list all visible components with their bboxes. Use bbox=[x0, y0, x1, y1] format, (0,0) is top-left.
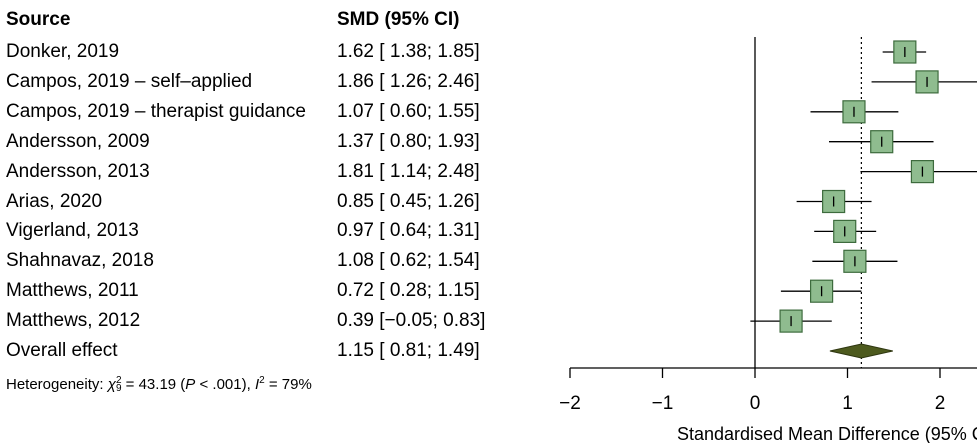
study-smd-ci: 0.39 [−0.05; 0.83] bbox=[337, 310, 486, 332]
overall-effect-diamond bbox=[829, 343, 893, 359]
p-value: < .001), bbox=[195, 376, 255, 393]
study-name: Donker, 2019 bbox=[6, 41, 120, 62]
study-smd-ci: 1.62 [ 1.38; 1.85] bbox=[337, 41, 480, 62]
study-name: Andersson, 2013 bbox=[6, 160, 150, 182]
study-name: Shahnavaz, 2018 bbox=[6, 250, 154, 272]
study-smd-ci: 1.81 [ 1.14; 2.48] bbox=[337, 160, 480, 182]
study-smd-ci: 1.86 [ 1.26; 2.46] bbox=[337, 70, 480, 92]
overall-effect-label: Overall effect bbox=[6, 340, 118, 361]
chi-superscript: 2 bbox=[115, 375, 122, 386]
chi-value: = 43.19 ( bbox=[121, 376, 186, 393]
study-smd-ci: 0.97 [ 0.64; 1.31] bbox=[337, 220, 480, 242]
p-symbol: P bbox=[185, 376, 196, 393]
x-axis-tick-label: −1 bbox=[652, 393, 674, 414]
x-axis-tick-label: 2 bbox=[935, 393, 946, 414]
study-smd-ci: 0.85 [ 0.45; 1.26] bbox=[337, 190, 480, 212]
heterogeneity-prefix: Heterogeneity: bbox=[6, 376, 108, 393]
study-name: Andersson, 2009 bbox=[6, 130, 150, 152]
study-smd-ci: 1.07 [ 0.60; 1.55] bbox=[337, 100, 480, 122]
study-name: Campos, 2019 – therapist guidance bbox=[6, 100, 306, 122]
study-name: Matthews, 2012 bbox=[6, 310, 141, 332]
study-name: Campos, 2019 – self–applied bbox=[6, 70, 253, 92]
i-symbol: I bbox=[254, 376, 260, 393]
overall-effect-ci: 1.15 [ 0.81; 1.49] bbox=[337, 340, 480, 361]
x-axis-tick-label: 0 bbox=[750, 393, 761, 414]
i-value: = 79% bbox=[264, 376, 312, 393]
chi-subscript: 9 bbox=[115, 383, 122, 394]
study-smd-ci: 1.37 [ 0.80; 1.93] bbox=[337, 130, 480, 152]
x-axis-tick-label: 1 bbox=[842, 393, 853, 414]
source-column-header: Source bbox=[6, 9, 71, 30]
study-name: Arias, 2020 bbox=[6, 190, 103, 212]
study-name: Vigerland, 2013 bbox=[6, 220, 139, 242]
chi-symbol: χ bbox=[107, 376, 116, 393]
i-superscript: 2 bbox=[259, 375, 265, 386]
study-smd-ci: 1.08 [ 0.62; 1.54] bbox=[337, 250, 480, 272]
smd-column-header: SMD (95% CI) bbox=[337, 9, 460, 30]
study-name: Matthews, 2011 bbox=[6, 280, 139, 302]
study-smd-ci: 0.72 [ 0.28; 1.15] bbox=[337, 280, 480, 302]
x-axis-label: Standardised Mean Difference (95% CI) bbox=[677, 424, 977, 443]
x-axis-tick-label: −2 bbox=[559, 393, 581, 414]
